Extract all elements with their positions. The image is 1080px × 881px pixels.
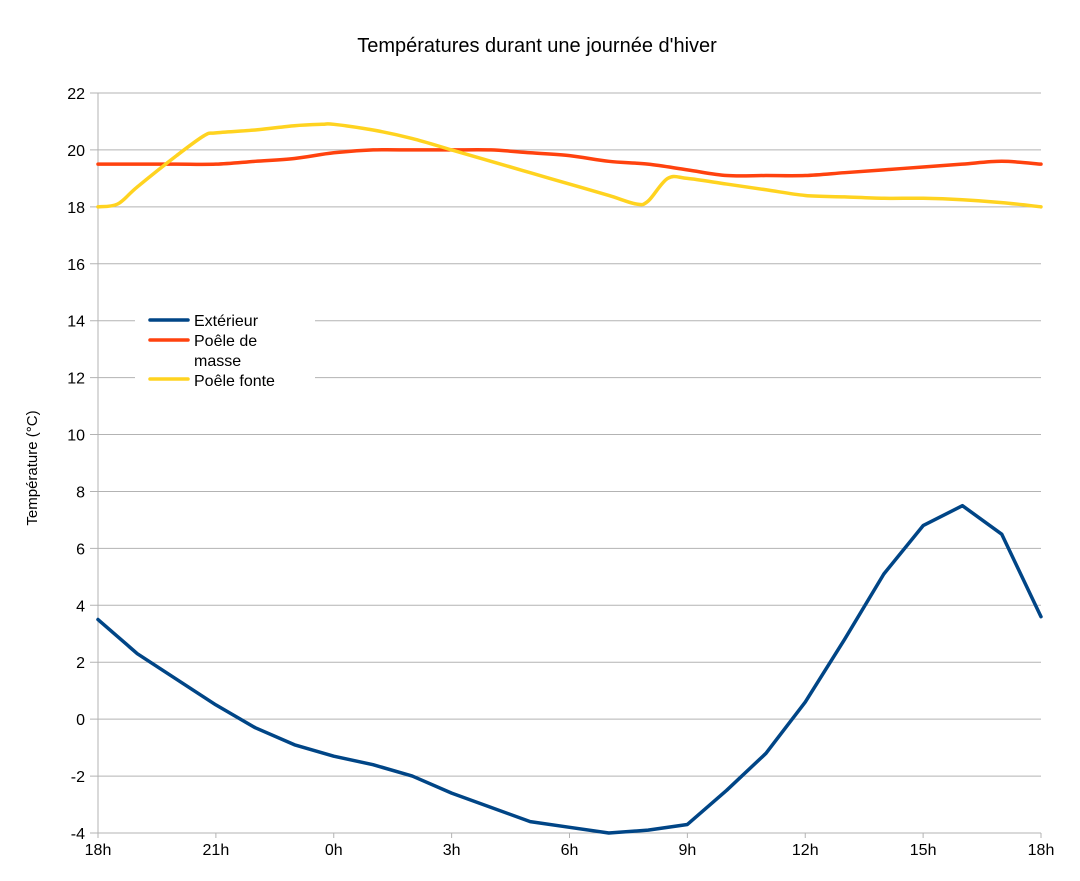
- y-tick-label: 4: [76, 598, 85, 615]
- chart-title: Températures durant une journée d'hiver: [357, 35, 717, 57]
- y-tick-label: 18: [67, 200, 85, 217]
- legend-label: Extérieur: [194, 313, 259, 330]
- y-tick-label: 20: [67, 143, 85, 160]
- x-tick-label: 0h: [325, 842, 343, 859]
- y-tick-label: 0: [76, 712, 85, 729]
- series-line-exterieur: [96, 503, 1043, 835]
- y-tick-label: -4: [71, 826, 85, 843]
- x-tick-labels: 18h 21h 0h 3h 6h 9h 12h 15h 18h: [85, 842, 1055, 859]
- legend-label: Poêle de masse: [194, 333, 257, 370]
- x-tick-label: 15h: [910, 842, 937, 859]
- x-tick-label: 12h: [792, 842, 819, 859]
- y-tick-label: -2: [71, 769, 85, 786]
- y-axis-label: Température (°C): [24, 410, 41, 525]
- y-tick-label: 12: [67, 371, 85, 388]
- x-tick-label: 21h: [203, 842, 230, 859]
- series-line-poele-de-masse: [96, 147, 1043, 178]
- y-tick-labels: -4 -2 0 2 4 6 8 10 12 14 16 18 20 22: [67, 86, 85, 843]
- x-tick-label: 9h: [678, 842, 696, 859]
- y-tick-label: 22: [67, 86, 85, 103]
- legend-label: Poêle fonte: [194, 373, 275, 390]
- series-lines: [96, 122, 1043, 835]
- y-tick-label: 2: [76, 655, 85, 672]
- y-tick-label: 14: [67, 314, 85, 331]
- series-line-poele-fonte: [96, 122, 1043, 209]
- y-tick-label: 8: [76, 484, 85, 501]
- x-tick-label: 6h: [561, 842, 579, 859]
- x-tick-label: 3h: [443, 842, 461, 859]
- x-tick-label: 18h: [1028, 842, 1055, 859]
- y-tick-label: 16: [67, 257, 85, 274]
- legend: Extérieur Poêle de masse Poêle fonte: [135, 305, 315, 397]
- y-tick-label: 10: [67, 428, 85, 445]
- x-tick-label: 18h: [85, 842, 112, 859]
- grid: [90, 92, 1042, 838]
- y-tick-label: 6: [76, 541, 85, 558]
